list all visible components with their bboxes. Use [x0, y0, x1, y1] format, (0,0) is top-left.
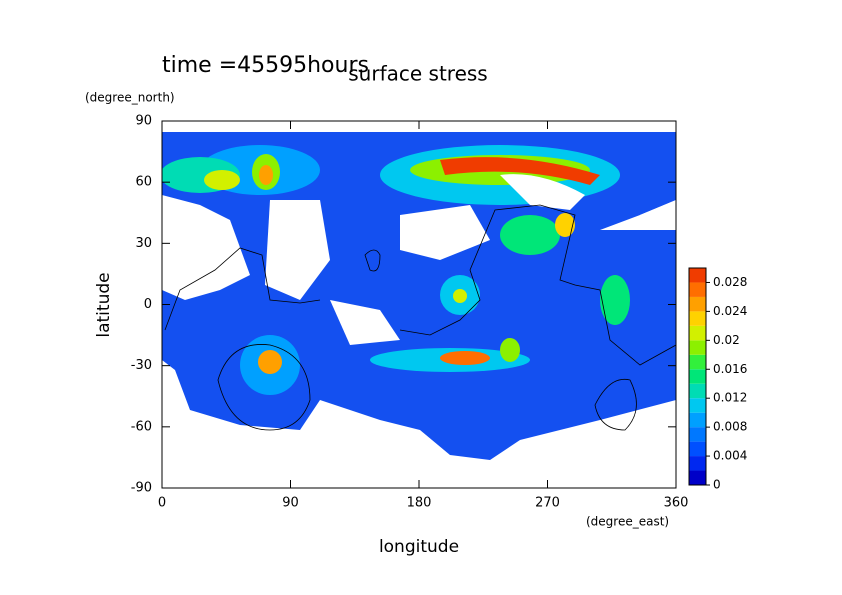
colorbar-frame: [688, 267, 707, 486]
field-level: [500, 215, 560, 255]
colorbar-swatch: [689, 282, 706, 297]
y-unit: (degree_north): [85, 91, 175, 105]
x-tick-label: 0: [158, 496, 166, 511]
field-gap: [265, 200, 330, 300]
field-level: [258, 350, 282, 374]
field-level: [440, 157, 600, 185]
colorbar-tick-label: 0.016: [713, 362, 747, 376]
y-tick-label: -90: [131, 481, 152, 496]
field-level: [600, 275, 630, 325]
field-gap: [640, 200, 676, 225]
field-gap: [330, 300, 400, 345]
colorbar-swatch: [689, 354, 706, 370]
x-tick-label: 90: [282, 496, 299, 511]
field-gap: [500, 174, 585, 210]
colorbar-swatch: [689, 456, 706, 471]
coastlines: [164, 204, 677, 431]
x-unit: (degree_east): [586, 515, 669, 529]
field: [162, 132, 676, 488]
colorbar-swatch: [689, 412, 706, 428]
colorbar-swatch: [689, 427, 706, 442]
colorbar-swatch: [689, 268, 706, 283]
field-level: [500, 338, 520, 362]
colorbar-tick-label: 0.028: [713, 275, 747, 289]
x-tick-label: 270: [535, 496, 560, 511]
y-tick-label: -60: [131, 419, 152, 434]
field-gap: [162, 195, 250, 300]
field-gap: [400, 205, 490, 260]
field-level: [440, 351, 490, 365]
colorbar-swatch: [689, 340, 706, 355]
x-axis-label: longitude: [379, 537, 459, 557]
colorbar-swatch: [689, 383, 706, 399]
colorbar-tick-label: 0.024: [713, 304, 747, 318]
colorbar-tick-label: 0: [713, 478, 721, 492]
y-axis-label: latitude: [94, 272, 114, 337]
field-level: [453, 289, 467, 303]
chart-title: surface stress: [348, 62, 487, 86]
colorbar-tick-label: 0.008: [713, 420, 747, 434]
y-tick-label: 0: [144, 297, 152, 312]
y-tick-label: 30: [135, 236, 152, 251]
colorbar-tick-label: 0.012: [713, 391, 747, 405]
colorbar-swatch: [689, 398, 706, 413]
colorbar-swatch: [689, 311, 706, 326]
field-level: [204, 170, 240, 190]
field-level: [259, 165, 273, 185]
colorbar-swatch: [689, 470, 706, 485]
colorbar-tick-label: 0.004: [713, 449, 747, 463]
colorbar-swatch: [689, 369, 706, 384]
x-tick-label: 360: [664, 496, 689, 511]
y-tick-label: 60: [135, 175, 152, 190]
colorbar-swatch: [689, 441, 706, 457]
colorbar-swatch: [689, 296, 706, 312]
chart-subtitle: time =45595hours: [162, 53, 369, 78]
x-tick-label: 180: [407, 496, 432, 511]
colorbar-tick-label: 0.02: [713, 333, 740, 347]
y-tick-label: -30: [131, 358, 152, 373]
y-tick-label: 90: [135, 114, 152, 129]
colorbar-swatch: [689, 325, 706, 341]
field-level: [555, 213, 575, 237]
